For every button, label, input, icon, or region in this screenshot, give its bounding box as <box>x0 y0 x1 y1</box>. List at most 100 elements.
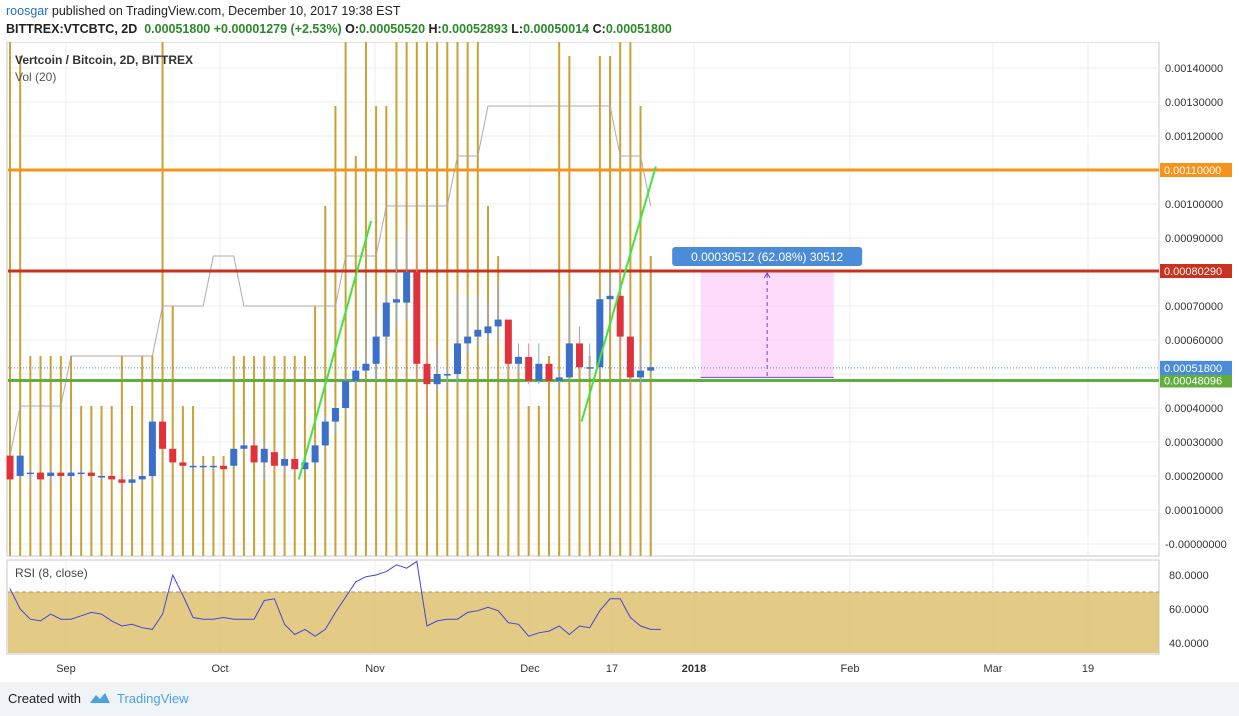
x-tick-label: Dec <box>520 663 540 675</box>
candle-body <box>606 295 614 300</box>
volume-bar <box>558 42 561 556</box>
x-tick-label: Sep <box>56 663 76 675</box>
candle-body <box>626 336 634 378</box>
candle-body <box>616 295 624 337</box>
candle-body <box>392 299 400 303</box>
candle-body <box>240 445 248 449</box>
y-tick-label: 0.00060000 <box>1165 335 1223 347</box>
chart-area[interactable]: Sep Oct Nov Dec 17 2018 Feb Mar 19 0.00140000 0.00… <box>0 42 1239 682</box>
chart-header: roosgar published on TradingView.com, De… <box>0 0 1239 42</box>
volume-bar <box>497 256 500 556</box>
author-link[interactable]: roosgar <box>6 4 49 18</box>
volume-bar <box>9 42 11 556</box>
candle-body <box>403 272 411 303</box>
candle-body <box>138 476 146 480</box>
high-label: H: <box>428 22 442 36</box>
volume-bar <box>141 356 144 556</box>
volume-bar <box>120 356 123 556</box>
ohlc-line: BITTREX:VTCBTC, 2D 0.00051800 +0.0000127… <box>6 22 672 36</box>
last-value: 0.00051800 <box>144 22 211 36</box>
created-with-text: Created with <box>8 691 81 706</box>
candle-body <box>413 272 421 364</box>
last-price-label: 0.00051800 <box>1164 363 1222 375</box>
last-price-tag-bg <box>1160 360 1232 375</box>
candle-body <box>209 465 217 468</box>
candle-body <box>108 476 116 480</box>
y-tick-label: 0.00090000 <box>1165 233 1223 245</box>
volume-bar <box>161 42 164 556</box>
tradingview-brand-link[interactable]: TradingView <box>117 691 189 706</box>
candle-body <box>98 476 106 478</box>
candle-body <box>199 465 207 468</box>
volume-ma-line <box>9 105 652 457</box>
measure-arrowhead <box>763 272 771 279</box>
volume-bar <box>588 356 591 556</box>
candle-body <box>16 455 24 476</box>
y-tick-label: 0.00070000 <box>1165 301 1223 313</box>
published-text: published on TradingView.com, December 1… <box>51 4 401 18</box>
candle-body <box>382 302 390 337</box>
candle-body <box>159 421 167 449</box>
candle-body <box>230 448 238 466</box>
volume-bar <box>507 356 510 556</box>
x-tick-label: 19 <box>1082 663 1094 675</box>
measure-label-box <box>672 247 863 266</box>
y-tick-label: 0.00010000 <box>1165 505 1223 517</box>
candle-body <box>474 329 482 337</box>
y-tick-label: 0.00120000 <box>1165 131 1223 143</box>
candle-body <box>545 363 553 381</box>
candle-body <box>57 472 65 476</box>
price-tag-label: 0.00080290 <box>1164 266 1222 278</box>
symbol-label: BITTREX:VTCBTC, 2D <box>6 22 138 36</box>
candle-body <box>301 462 309 470</box>
close-label: C: <box>592 22 606 36</box>
candle-body <box>291 459 299 470</box>
rsi-band <box>8 592 1159 653</box>
rsi-line <box>9 560 661 637</box>
x-tick-label: Mar <box>984 663 1003 675</box>
candle-body <box>67 472 75 476</box>
candle-body <box>37 472 45 480</box>
candle-body <box>576 343 584 368</box>
volume-bar <box>181 406 184 556</box>
candle-body <box>535 363 543 381</box>
candle-body <box>525 357 533 381</box>
price-tag-label: 0.00110000 <box>1164 165 1221 177</box>
candle-body <box>321 421 329 446</box>
volume-bar <box>548 356 551 556</box>
candle-body <box>220 465 228 470</box>
volume-bar <box>649 256 652 556</box>
candle-body <box>169 448 177 463</box>
measure-label: 0.00030512 (62.08%) 30512 <box>691 250 843 264</box>
x-tick-label: Nov <box>365 663 385 675</box>
candle-body <box>47 472 55 476</box>
footer: Created with TradingView <box>0 682 1239 716</box>
y-tick-label: 0.00100000 <box>1165 199 1223 211</box>
candle-body <box>342 380 350 408</box>
trend-line <box>297 220 372 480</box>
y-tick-label: 0.00040000 <box>1165 403 1223 415</box>
x-tick-label: 17 <box>606 663 618 675</box>
volume-bar <box>354 156 357 556</box>
change-value: +0.00001279 (+2.53%) <box>213 22 342 36</box>
publish-line: roosgar published on TradingView.com, De… <box>6 4 400 18</box>
volume-bar <box>59 356 62 556</box>
volume-bar <box>90 406 93 556</box>
close-value: 0.00051800 <box>605 22 672 36</box>
candle-body <box>504 319 512 364</box>
candle-body <box>148 421 156 476</box>
candle-body <box>596 299 604 368</box>
x-tick-label: 2018 <box>682 663 706 675</box>
candle-body <box>423 363 431 385</box>
trend-line <box>580 166 657 422</box>
price-tag-bg <box>1160 163 1232 177</box>
volume-bar <box>80 406 83 556</box>
y-tick-label: 0.00020000 <box>1165 471 1223 483</box>
volume-bar <box>19 56 22 556</box>
volume-bar <box>222 456 225 556</box>
candle-body <box>128 479 136 483</box>
volume-bar <box>212 456 215 556</box>
volume-bar <box>242 356 245 556</box>
candle-body <box>464 336 472 344</box>
volume-bar <box>192 406 195 556</box>
